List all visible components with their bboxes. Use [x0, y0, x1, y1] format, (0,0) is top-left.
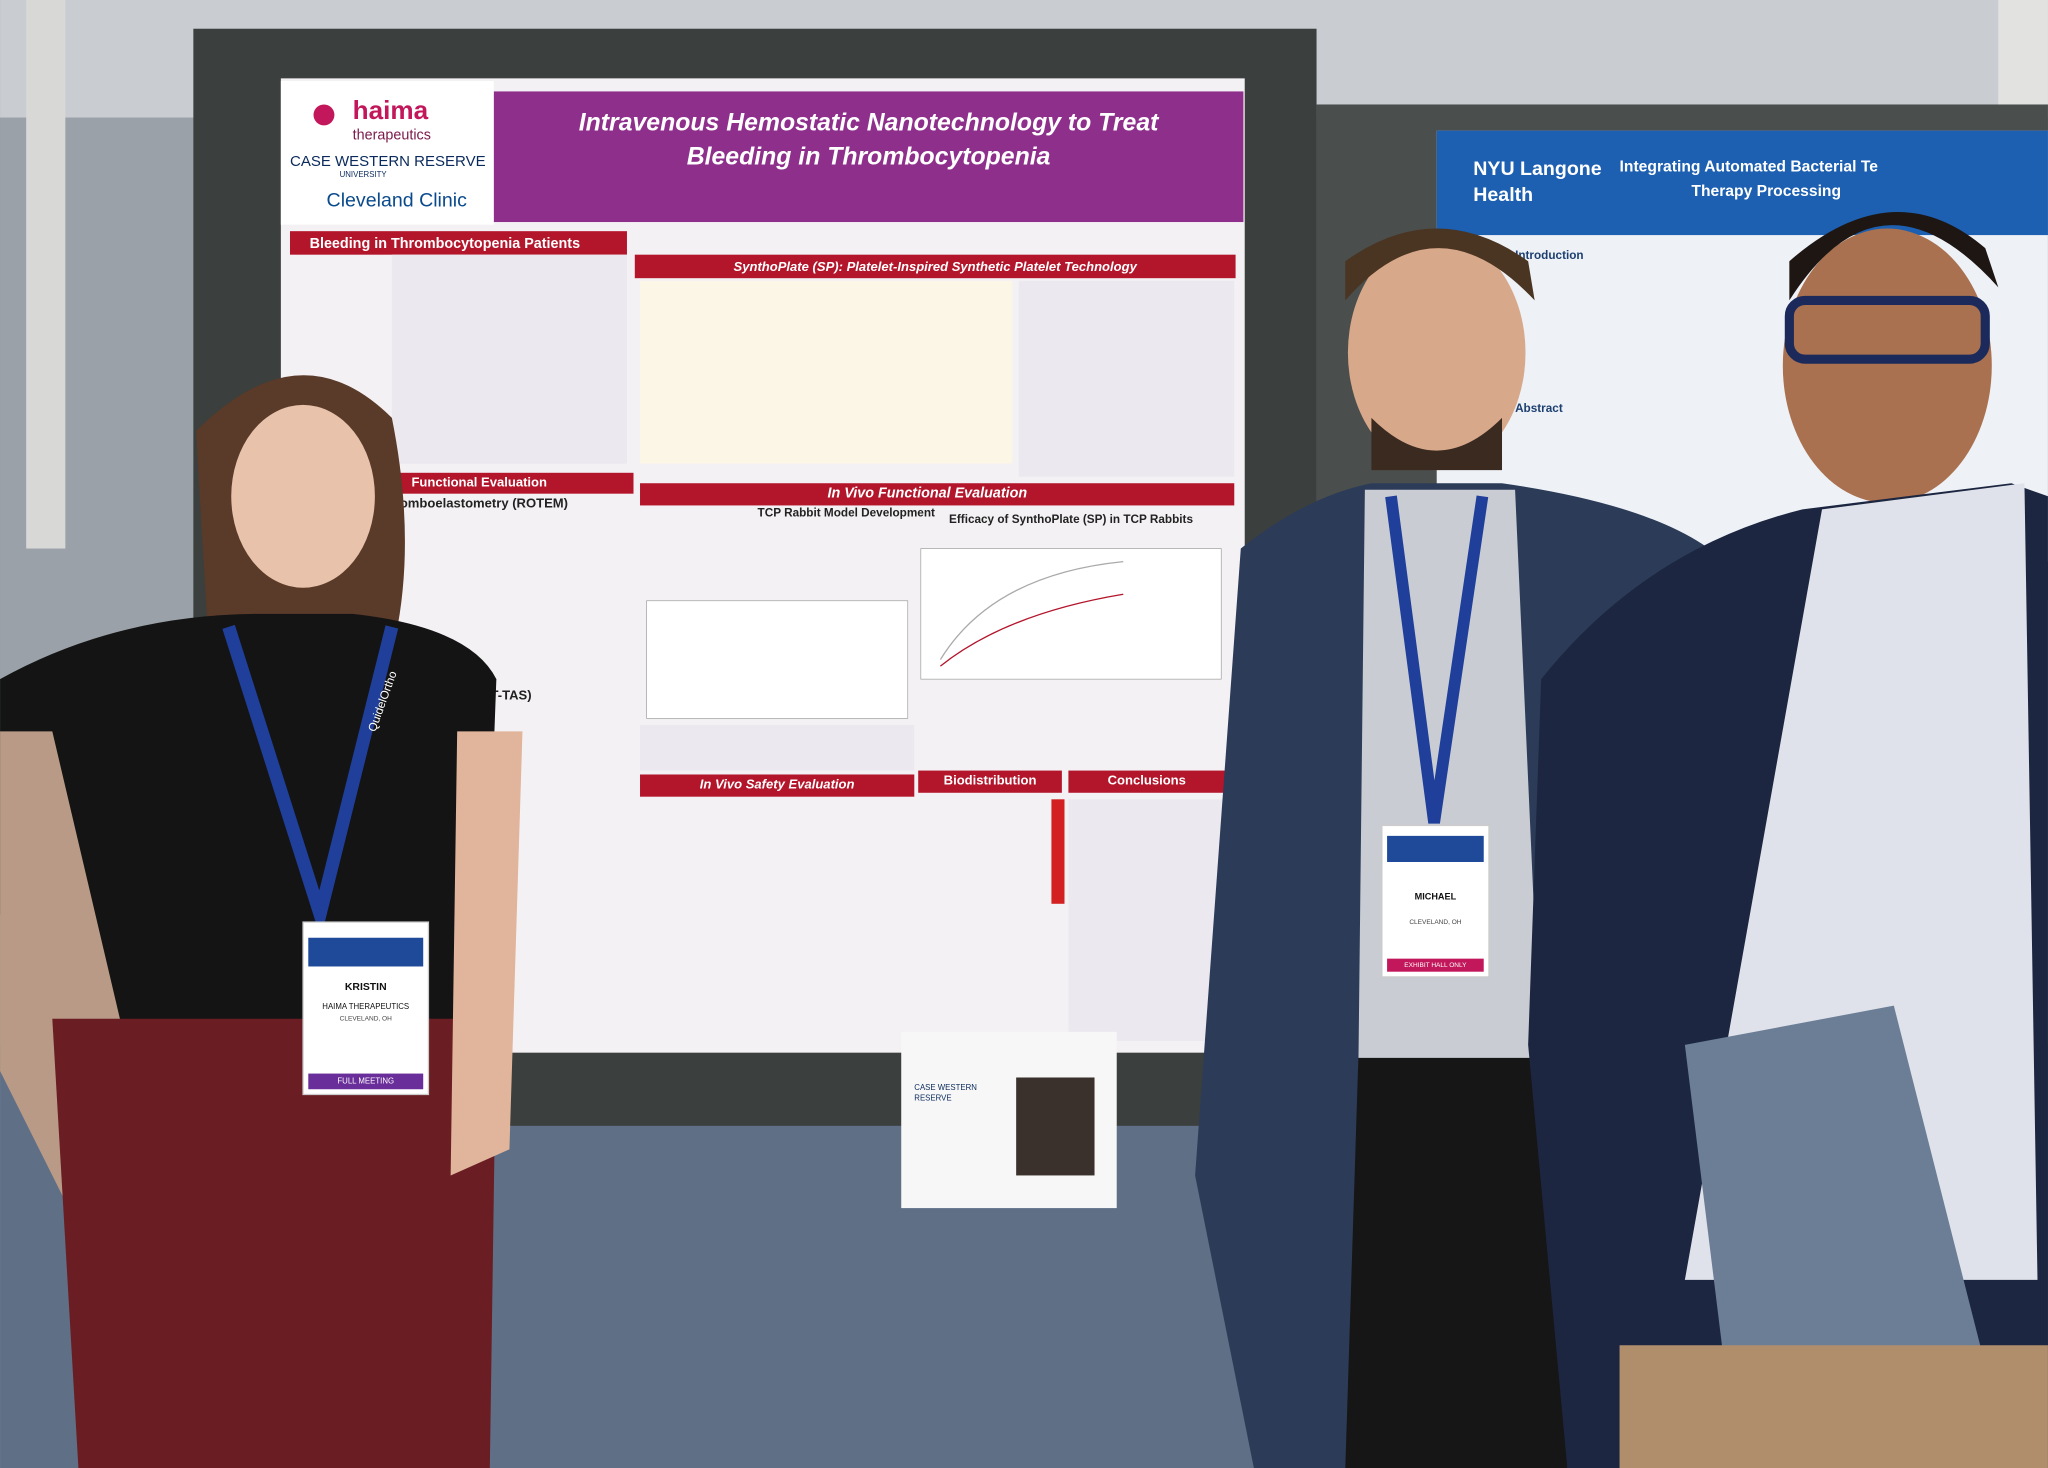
section-heading: Efficacy of SynthoPlate (SP) in TCP Rabb… [949, 513, 1193, 526]
face [1782, 228, 1992, 503]
text-panel [391, 254, 627, 464]
section-heading: SynthoPlate (SP): Platelet-Inspired Synt… [734, 259, 1138, 274]
pillar [1998, 0, 2048, 118]
curve [939, 560, 1124, 660]
sheet-text: CASE WESTERN [914, 1083, 977, 1092]
section-heading: Introduction [1515, 249, 1584, 262]
portrait [1016, 1077, 1095, 1176]
poster-title: Integrating Automated Bacterial Te [1620, 158, 1879, 175]
logo-icon [313, 104, 335, 126]
section-heading: In Vivo Safety Evaluation [700, 776, 855, 791]
badge-tier: EXHIBIT HALL ONLY [1404, 962, 1467, 969]
figure [640, 280, 1013, 464]
logo-text: haima [353, 95, 429, 125]
sheet-text: RESERVE [914, 1093, 951, 1102]
lanyard [1385, 495, 1489, 824]
shirt [1358, 489, 1542, 1071]
logo-box [280, 80, 494, 225]
title-banner [1436, 130, 2048, 236]
arm [450, 731, 523, 1176]
section-bar [634, 254, 1236, 279]
badge-tier: FULL MEETING [337, 1076, 394, 1085]
badge-footer [308, 1073, 424, 1090]
text-panel [1068, 799, 1226, 1041]
poster-title: Bleeding in Thrombocytopenia [687, 144, 1051, 171]
badge-name: MICHAEL [1415, 892, 1457, 902]
section-heading: Conclusions [1108, 772, 1186, 787]
section-heading: Thromboelastometry (ROTEM) [379, 496, 568, 511]
badge-footer [1387, 958, 1484, 972]
logo-text: therapeutics [353, 128, 431, 144]
title-banner [493, 91, 1244, 223]
badge-name: KRISTIN [345, 982, 387, 993]
glasses [1784, 295, 1990, 364]
section-bar [365, 472, 634, 494]
face [231, 404, 375, 588]
badge-city: CLEVELAND, OH [1409, 919, 1461, 926]
lanyard [222, 624, 399, 939]
section-bar [290, 231, 627, 255]
chart-figure [646, 600, 909, 719]
section-heading: In Vivo Functional Evaluation [827, 485, 1027, 501]
chart-figure [920, 548, 1222, 680]
beard [1371, 417, 1503, 471]
bar-figure [1051, 799, 1065, 904]
logo-text: Health [1473, 184, 1533, 206]
badge-org: HAIMA THERAPEUTICS [322, 1002, 409, 1011]
badge-header [1387, 835, 1484, 862]
hair [1789, 211, 1999, 301]
section-bar [918, 770, 1062, 793]
face [1347, 235, 1526, 471]
section-bar [640, 483, 1235, 506]
trousers [1619, 1345, 2048, 1468]
text-panel [640, 724, 915, 771]
section-bar [640, 774, 915, 797]
section-heading: Functional Evaluation [411, 475, 547, 490]
section-heading: Biodistribution [944, 772, 1037, 787]
curve [940, 593, 1124, 667]
logo-text: CASE WESTERN RESERVE [290, 153, 486, 170]
pillar [26, 0, 66, 549]
pants [1345, 1057, 1568, 1468]
section-heading: Abstract [1515, 402, 1563, 415]
badge-header [308, 937, 424, 967]
badge-city: CLEVELAND, OH [340, 1015, 392, 1022]
logo-text: Cleveland Clinic [327, 189, 468, 211]
section-bar [1068, 770, 1226, 793]
section-heading: TCP Rabbit Model Development [758, 506, 935, 519]
hair [1345, 228, 1535, 301]
logo-text: NYU Langone [1473, 158, 1601, 180]
pants [52, 1018, 497, 1468]
logo-text: UNIVERSITY [340, 170, 388, 179]
poster-title: Therapy Processing [1691, 183, 1841, 200]
section-heading: Bleeding in Thrombocytopenia Patients [310, 236, 580, 252]
poster-title: Intravenous Hemostatic Nanotechnology to… [579, 110, 1160, 137]
text-panel [1018, 280, 1235, 477]
